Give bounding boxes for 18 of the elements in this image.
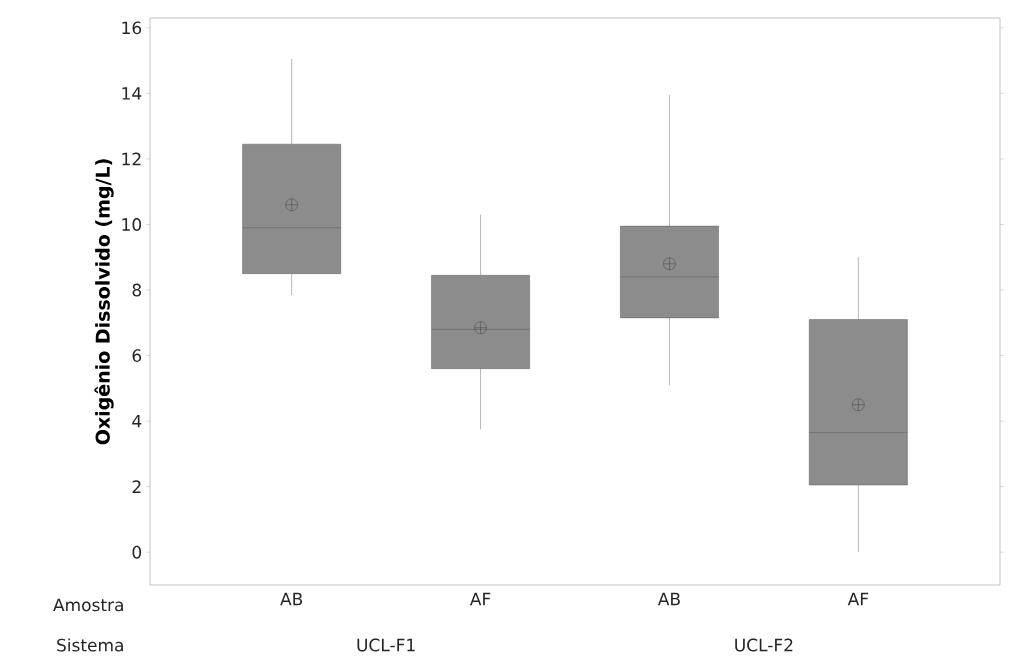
text: UCL-F2: [735, 638, 793, 652]
y-axis-title: Oxigênio Dissolvido (mg/L): [94, 159, 114, 445]
y-tick-label: 16: [122, 21, 142, 35]
y-tick-label: 14: [122, 87, 142, 100]
y-tick-label: 12: [122, 152, 141, 166]
text: Amostra: [53, 598, 123, 612]
x-tick-label: AF: [847, 592, 869, 606]
y-tick-label: 2: [132, 480, 141, 493]
x-tick-label: AB: [280, 592, 303, 606]
text: Sistema: [57, 638, 123, 652]
y-tick-label: 4: [132, 414, 142, 428]
y-tick-label: 8: [132, 283, 142, 297]
y-tick-label: 0: [132, 545, 142, 559]
y-tick-label: 10: [122, 218, 142, 231]
x-tick-label: AF: [469, 592, 491, 606]
y-tick-label: 6: [132, 349, 142, 362]
text: UCL-F1: [357, 638, 415, 652]
x-tick-label: AB: [657, 592, 680, 606]
